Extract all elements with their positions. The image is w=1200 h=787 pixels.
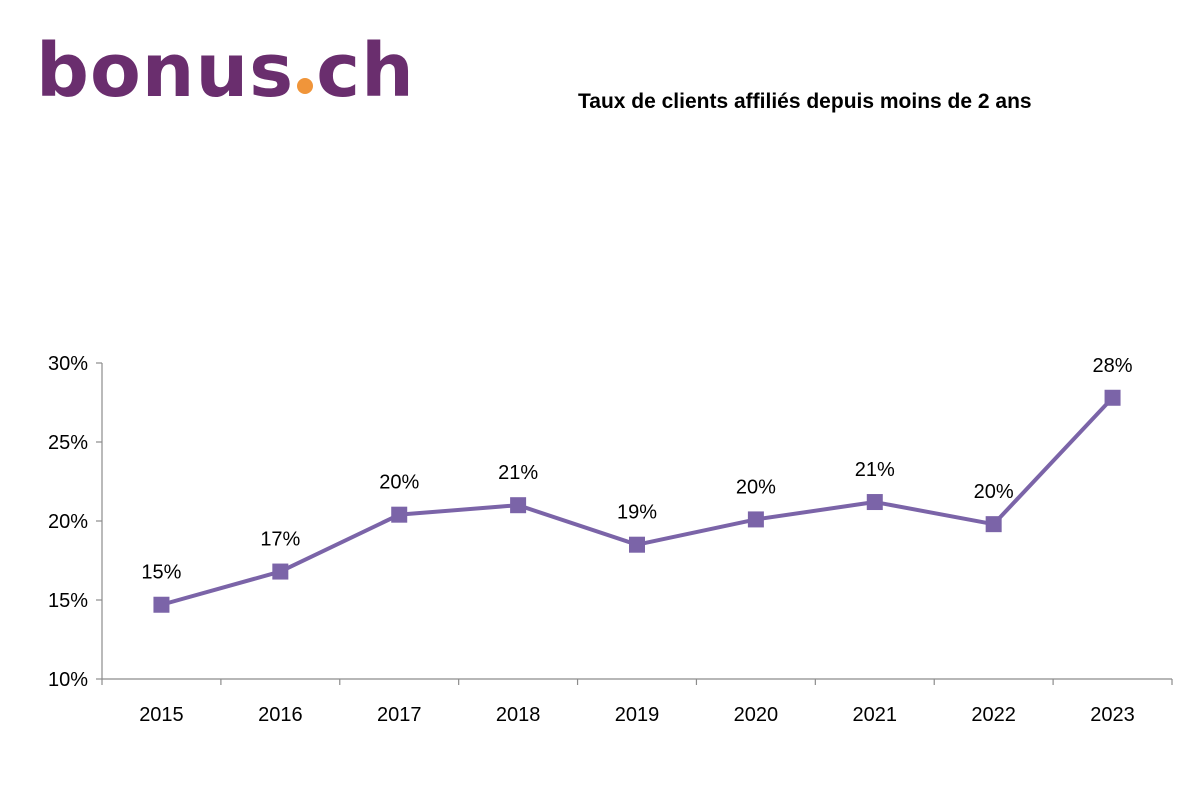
logo-dot: [297, 78, 314, 94]
data-label: 21%: [498, 462, 538, 484]
y-tick-label: 10%: [48, 669, 88, 691]
data-point-marker: [510, 497, 527, 514]
data-point-marker: [391, 506, 408, 523]
x-tick-label: 2022: [971, 704, 1016, 726]
data-point-marker: [985, 516, 1002, 533]
data-label: 17%: [260, 529, 300, 551]
data-label: 15%: [141, 562, 181, 584]
data-point-marker: [866, 494, 883, 511]
data-label: 28%: [1093, 355, 1133, 377]
x-tick-label: 2021: [853, 704, 898, 726]
data-label: 20%: [379, 472, 419, 494]
x-tick-label: 2017: [377, 704, 422, 726]
x-tick-label: 2016: [258, 704, 303, 726]
logo-text-ch: ch: [316, 28, 415, 114]
data-point-marker: [629, 536, 645, 553]
chart-title: Taux de clients affiliés depuis moins de…: [578, 90, 1032, 113]
data-point-marker: [1104, 389, 1121, 406]
y-tick-label: 20%: [48, 511, 88, 533]
data-label: 19%: [617, 502, 657, 524]
y-tick-label: 25%: [48, 432, 88, 454]
x-tick-label: 2018: [496, 704, 541, 726]
x-tick-label: 2019: [615, 704, 660, 726]
x-tick-label: 2023: [1090, 704, 1135, 726]
y-tick-label: 15%: [48, 590, 88, 612]
data-label: 20%: [974, 481, 1014, 503]
y-tick-label: 30%: [48, 353, 88, 375]
x-tick-label: 2015: [139, 704, 184, 726]
data-point-marker: [272, 563, 289, 580]
x-tick-label: 2020: [734, 704, 779, 726]
data-point-marker: [153, 596, 170, 613]
data-point-marker: [747, 511, 764, 528]
logo-text-bonus: bonus: [36, 28, 295, 114]
data-label: 21%: [855, 459, 895, 481]
bonus-logo: bonus ch: [36, 34, 415, 108]
data-label: 20%: [736, 476, 776, 498]
